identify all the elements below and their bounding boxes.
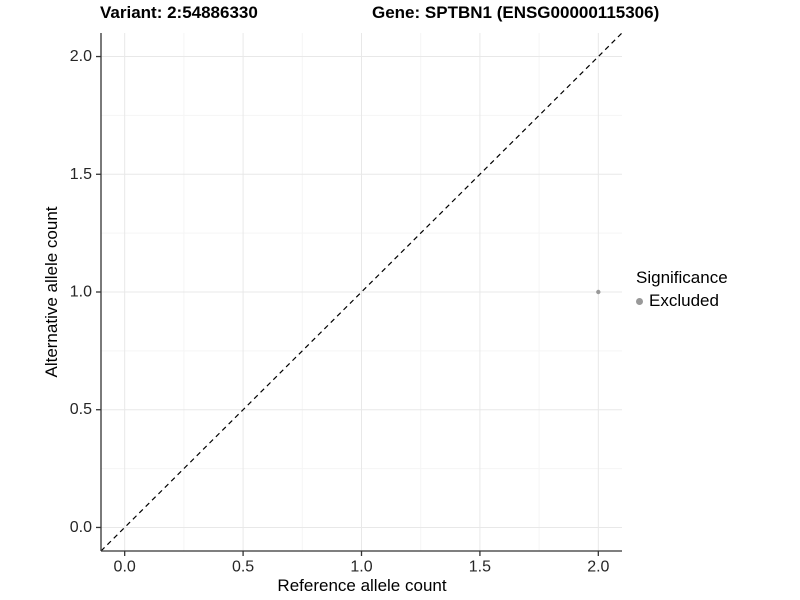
identity-line [100, 32, 623, 552]
legend-point-icon [636, 297, 643, 305]
y-tick-label: 0.5 [70, 401, 92, 418]
y-tick-label: 1.5 [70, 166, 92, 183]
x-tick-label: 1.5 [469, 558, 491, 575]
x-tick-label: 0.5 [232, 558, 254, 575]
y-tick-label: 1.0 [70, 284, 92, 301]
data-point [596, 289, 601, 295]
x-axis-label: Reference allele count [277, 576, 447, 595]
y-tick-label: 0.0 [70, 519, 92, 536]
legend-item-label: Excluded [649, 291, 719, 310]
x-tick-label: 0.0 [114, 558, 136, 575]
plot-title-variant: Variant: 2:54886330 [100, 3, 258, 22]
x-tick-label: 1.0 [350, 558, 372, 575]
x-tick-label: 2.0 [587, 558, 609, 575]
y-tick-label: 2.0 [70, 48, 92, 65]
legend-title: Significance [636, 268, 728, 287]
plot-title-gene: Gene: SPTBN1 (ENSG00000115306) [372, 3, 660, 22]
legend: Significance Excluded [636, 268, 728, 311]
legend-item-excluded: Excluded [636, 291, 728, 311]
